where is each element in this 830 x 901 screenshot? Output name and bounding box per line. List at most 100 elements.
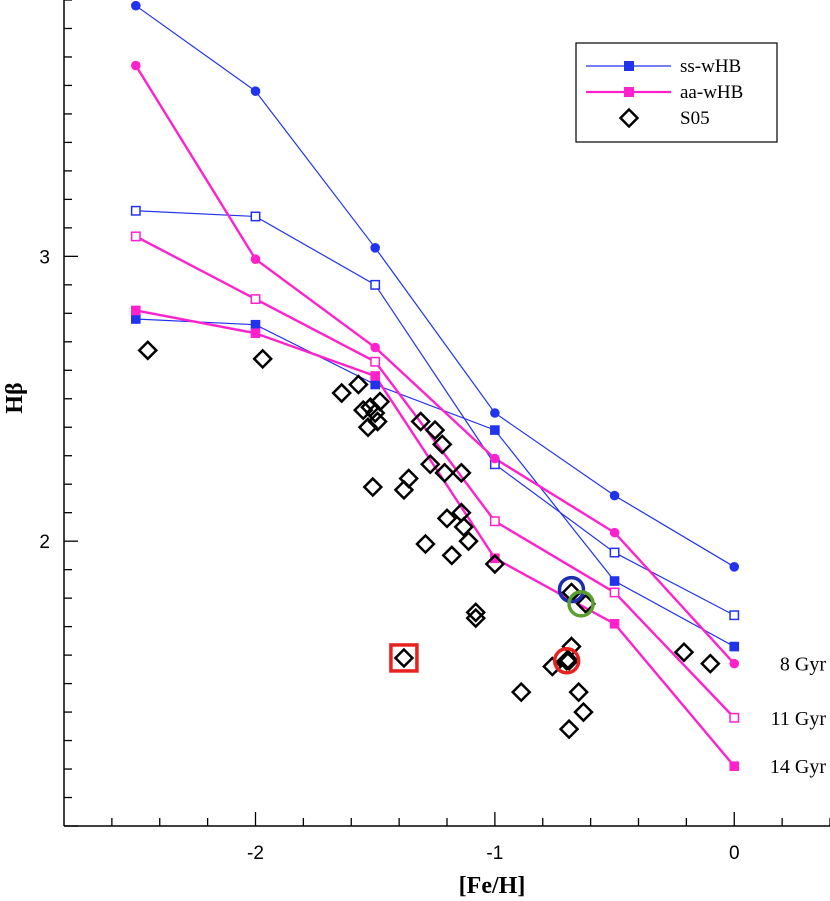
legend-aa-label: aa-wHB bbox=[680, 82, 743, 103]
series-point bbox=[609, 527, 620, 538]
series-point bbox=[250, 319, 261, 330]
s05-point bbox=[436, 508, 458, 529]
series-line bbox=[135, 210, 735, 616]
s05-point bbox=[458, 530, 479, 552]
s05-point bbox=[367, 411, 388, 432]
legend-s05-label: S05 bbox=[680, 108, 710, 129]
s05-point bbox=[348, 374, 369, 395]
y-axis-title: Hβ bbox=[2, 382, 28, 413]
series-point bbox=[490, 553, 500, 564]
series-point bbox=[250, 86, 261, 96]
series-point bbox=[609, 587, 620, 598]
series-point bbox=[250, 254, 261, 264]
s05-point bbox=[331, 382, 352, 404]
s05-point bbox=[568, 681, 589, 703]
series-point bbox=[609, 490, 620, 501]
series-point bbox=[131, 305, 141, 316]
series-point bbox=[250, 328, 261, 339]
series-line bbox=[135, 318, 735, 648]
legend-entry-ss-wHB: ss-wHB bbox=[586, 56, 741, 77]
s05-point bbox=[673, 642, 695, 663]
series-point bbox=[131, 0, 141, 11]
x-tick-label: 0 bbox=[729, 843, 740, 864]
series-point bbox=[131, 314, 141, 324]
series-point bbox=[609, 547, 620, 558]
s05-point bbox=[137, 340, 159, 361]
x-tick-label: -1 bbox=[486, 843, 503, 864]
series-point bbox=[729, 610, 740, 621]
blue-highlight-circle bbox=[557, 575, 586, 604]
series-point bbox=[729, 761, 740, 771]
series-point bbox=[370, 279, 381, 290]
series-point bbox=[370, 379, 380, 390]
series-point bbox=[490, 408, 500, 418]
series-point bbox=[250, 294, 261, 305]
s05-point bbox=[558, 650, 580, 672]
model-markers bbox=[130, 0, 740, 771]
series-point bbox=[729, 658, 740, 669]
series-point bbox=[131, 60, 141, 71]
s05-point bbox=[558, 718, 580, 740]
red-highlight-square bbox=[389, 643, 419, 673]
series-line bbox=[135, 235, 736, 719]
series-point bbox=[490, 425, 500, 435]
axis-ticks bbox=[64, 0, 830, 827]
age-label: 14 Gyr bbox=[770, 756, 826, 778]
x-axis-title: [Fe/H] bbox=[459, 873, 526, 899]
s05-point bbox=[453, 516, 475, 538]
s05-point bbox=[424, 419, 446, 441]
x-tick-label: -2 bbox=[247, 843, 264, 864]
s05-point bbox=[573, 701, 594, 723]
legend-entry-aa-wHB: aa-wHB bbox=[586, 82, 743, 103]
y-tick-label: 3 bbox=[39, 247, 50, 268]
series-point bbox=[370, 356, 381, 367]
series-point bbox=[729, 562, 740, 572]
s05-point bbox=[561, 582, 582, 603]
red-highlight-circle bbox=[552, 647, 581, 675]
series-point bbox=[370, 371, 380, 381]
series-line bbox=[135, 309, 736, 767]
series-line bbox=[134, 64, 736, 665]
s05-point bbox=[431, 434, 453, 455]
series-point bbox=[250, 211, 261, 222]
series-point bbox=[609, 618, 620, 629]
s05-point bbox=[393, 647, 415, 669]
s05-point bbox=[434, 462, 455, 484]
series-point bbox=[130, 231, 141, 242]
legend-s05-diamond bbox=[618, 107, 640, 129]
s05-point bbox=[465, 602, 486, 623]
series-point bbox=[729, 712, 740, 723]
s05-point bbox=[441, 545, 463, 566]
s05-point bbox=[484, 553, 506, 575]
age-labels: 8 Gyr 11 Gyr 14 Gyr bbox=[770, 654, 826, 779]
s05-point bbox=[465, 607, 486, 629]
legend-ss-square bbox=[624, 61, 634, 71]
s05-point bbox=[451, 462, 472, 484]
legend-aa-square bbox=[624, 87, 634, 97]
legend-ss-label: ss-wHB bbox=[680, 56, 741, 77]
legend-entry-s05: S05 bbox=[618, 107, 710, 129]
s05-point bbox=[542, 656, 563, 677]
s05-point bbox=[415, 533, 436, 555]
highlight-markers bbox=[389, 575, 595, 675]
series-point bbox=[130, 205, 141, 216]
s05-points bbox=[137, 340, 721, 740]
series-point bbox=[370, 342, 380, 353]
s05-point bbox=[556, 650, 577, 672]
age-label: 11 Gyr bbox=[771, 708, 827, 730]
s05-point bbox=[451, 502, 472, 523]
s05-point bbox=[369, 391, 391, 412]
axis-tick-labels: -2 -1 0 2 3 bbox=[39, 247, 739, 864]
series-point bbox=[489, 516, 500, 527]
s05-point bbox=[398, 468, 419, 489]
age-label: 8 Gyr bbox=[780, 654, 826, 676]
s05-point bbox=[575, 593, 597, 615]
s05-point bbox=[700, 653, 721, 674]
s05-point bbox=[510, 681, 532, 703]
s05-point bbox=[252, 348, 273, 370]
s05-point bbox=[419, 454, 441, 475]
s05-point bbox=[362, 476, 384, 498]
series-point bbox=[609, 576, 620, 586]
legend: ss-wHB aa-wHB S05 bbox=[575, 42, 778, 143]
